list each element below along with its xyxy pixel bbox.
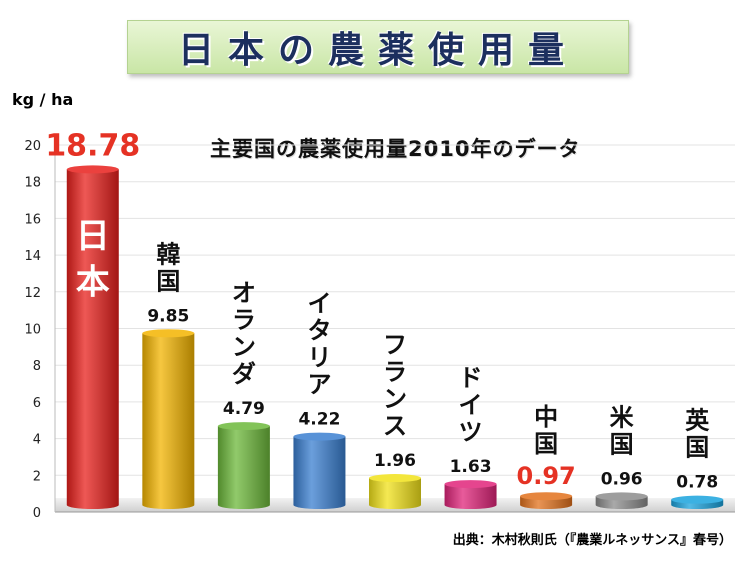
bar-body (369, 478, 421, 509)
bar-body (444, 484, 497, 509)
bar-6 (444, 480, 497, 509)
bar-2 (142, 329, 195, 509)
bars (66, 165, 724, 509)
bar-body (293, 436, 346, 509)
bar-body (66, 169, 119, 509)
value-label: 18.78 (45, 128, 140, 163)
bar-top (217, 422, 270, 431)
value-label: 9.85 (147, 306, 189, 326)
y-axis: 0 2 4 6 8 10 12 14 16 18 20 (24, 139, 56, 521)
value-label: 0.97 (517, 462, 576, 490)
bar-body (142, 333, 195, 509)
value-label: 1.63 (450, 457, 492, 477)
bar-top (520, 492, 573, 501)
bar-9 (671, 495, 724, 509)
bar-1 (66, 165, 119, 509)
y-tick-label: 4 (33, 433, 41, 448)
category-label: ドイツ (459, 364, 483, 446)
bar-top (671, 495, 724, 504)
bar-top (142, 329, 195, 338)
y-tick-label: 2 (33, 469, 41, 484)
y-tick-label: 20 (24, 139, 41, 154)
bar-8 (595, 492, 648, 509)
category-label: イタリア (307, 290, 331, 399)
bar-5 (369, 474, 421, 509)
category-label: 英国 (685, 407, 710, 462)
y-tick-label: 0 (33, 506, 41, 521)
category-label: 米国 (610, 403, 634, 458)
chart-subtitle: 主要国の農薬使用量2010年のデータ (210, 137, 581, 161)
y-tick-label: 8 (33, 359, 41, 374)
y-tick-label: 6 (33, 396, 41, 411)
y-tick-label: 14 (24, 249, 41, 264)
value-label: 1.96 (374, 451, 416, 471)
bar-7 (520, 492, 573, 509)
value-label: 4.22 (298, 410, 340, 430)
bar-3 (217, 422, 270, 509)
title-banner: 日本の農薬使用量 (127, 20, 629, 74)
value-label: 4.79 (223, 399, 265, 419)
value-label: 0.78 (676, 473, 718, 493)
y-tick-label: 16 (24, 212, 41, 227)
y-tick-label: 18 (24, 176, 41, 191)
category-label: フランス (383, 331, 407, 440)
labels: 18.78 日本 9.85 韓国 4.79 オランダ 4.22 イタリア 1.96 フランス 1.6… (45, 128, 718, 492)
source-citation: 出典：木村秋則氏（『農業ルネッサンス』春号） (452, 533, 732, 548)
bar-4 (293, 432, 346, 509)
bar-top (66, 165, 119, 174)
bar-body (217, 426, 270, 509)
bar-top (595, 492, 648, 501)
category-label: 中国 (534, 403, 558, 458)
bar-top (293, 432, 346, 441)
category-label: オランダ (232, 279, 256, 388)
category-label: 日本 (76, 216, 110, 302)
y-axis-unit-label: kg / ha (12, 90, 74, 109)
category-label: 韓国 (156, 240, 180, 295)
y-tick-label: 12 (24, 286, 41, 301)
value-label: 0.96 (601, 469, 643, 489)
y-tick-label: 10 (24, 323, 41, 338)
bar-top (444, 480, 497, 489)
page-title: 日本の農薬使用量 (177, 30, 578, 71)
bar-top (369, 474, 421, 483)
